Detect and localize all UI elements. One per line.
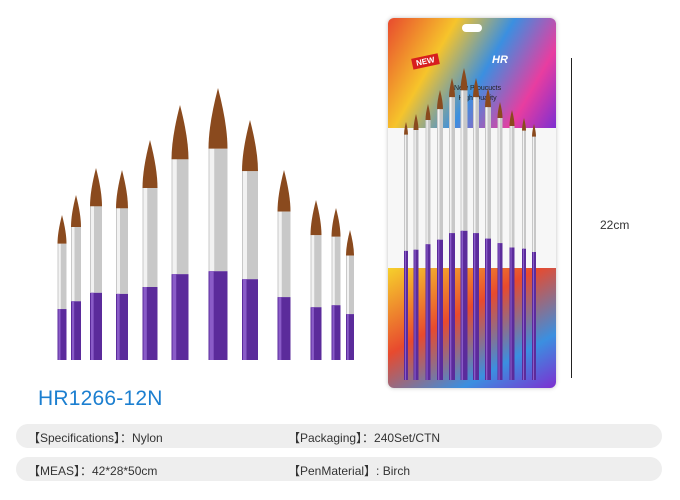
packaging-card: NEW HR New Proucucts High Quality [388,18,556,388]
paintbrush [485,88,491,380]
paintbrush [346,230,354,360]
spec-bar-2: 【MEAS】：42*28*50cm 【PenMaterial】: Birch [16,457,662,481]
paintbrush [116,170,128,360]
paintbrush [90,168,102,360]
spec-bar-1: 【Specifications】：Nylon 【Packaging】：240Se… [16,424,662,448]
paintbrush [509,110,515,380]
hang-hole [462,24,482,32]
height-dimension-line [571,58,572,378]
paintbrush [473,78,479,380]
spec-meas: 【MEAS】：42*28*50cm [28,464,158,478]
paintbrush [277,170,291,360]
paintbrush [331,208,341,360]
card-brushes [404,68,536,380]
paintbrush [57,215,67,360]
paintbrush [522,118,526,380]
paintbrush [208,88,228,360]
paintbrush [413,114,419,380]
brand-logo: HR [492,54,508,66]
spec-packaging: 【Packaging】：240Set/CTN [288,431,441,445]
paintbrush [532,124,536,380]
paintbrush [142,140,158,360]
paintbrush [449,78,455,380]
paintbrush [497,102,503,380]
paintbrush [460,68,468,380]
height-dimension-label: 22cm [600,218,630,232]
paintbrush [242,120,258,360]
paintbrush [425,104,431,380]
brush-set-photo [57,88,354,360]
paintbrush [437,90,443,380]
paintbrush [171,105,189,360]
paintbrush [310,200,322,360]
model-number: HR1266-12N [38,387,163,410]
spec-pen-material: 【PenMaterial】: Birch [288,464,411,478]
paintbrush [71,195,81,360]
paintbrush [404,122,408,380]
card-header-art [388,18,556,128]
spec-specifications: 【Specifications】：Nylon [28,431,163,445]
